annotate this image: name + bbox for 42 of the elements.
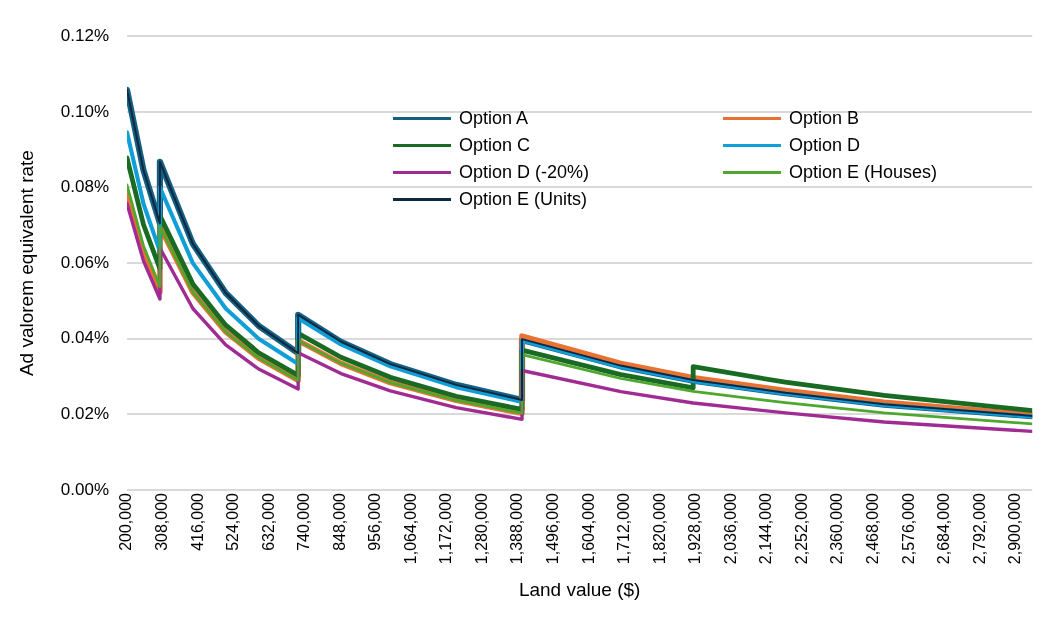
x-tick-label: 848,000	[330, 492, 348, 551]
legend-label: Option C	[459, 135, 531, 156]
x-tick-label: 1,820,000	[650, 492, 668, 565]
legend-label: Option E (Units)	[459, 189, 588, 210]
x-tick-label: 2,792,000	[970, 492, 988, 565]
x-tick-label: 1,064,000	[401, 492, 419, 565]
x-tick-label: 2,684,000	[935, 492, 953, 565]
x-tick-label: 2,144,000	[757, 492, 775, 565]
y-tick-label: 0.10%	[60, 101, 109, 121]
x-tick-label: 740,000	[295, 492, 313, 551]
legend-label: Option A	[459, 108, 529, 129]
x-tick-label: 1,928,000	[686, 492, 704, 565]
x-tick-label: 632,000	[259, 492, 277, 551]
x-tick-label: 1,496,000	[544, 492, 562, 565]
y-tick-label: 0.02%	[60, 404, 109, 424]
x-tick-label: 2,900,000	[1006, 492, 1024, 565]
x-tick-label: 2,360,000	[828, 492, 846, 565]
x-tick-label: 956,000	[366, 492, 384, 551]
x-axis-title: Land value ($)	[518, 578, 641, 600]
y-tick-label: 0.06%	[60, 252, 109, 272]
x-tick-label: 1,604,000	[579, 492, 597, 565]
legend-label: Option B	[789, 108, 860, 129]
y-tick-label: 0.00%	[60, 479, 109, 499]
x-tick-label: 524,000	[224, 492, 242, 551]
x-tick-label: 308,000	[152, 492, 170, 551]
legend-label: Option E (Houses)	[789, 162, 938, 183]
x-tick-label: 416,000	[188, 492, 206, 551]
y-axis-title: Ad valorem equivalent rate	[15, 150, 37, 377]
x-tick-label: 2,576,000	[899, 492, 917, 565]
x-tick-label: 1,712,000	[615, 492, 633, 565]
y-tick-label: 0.12%	[60, 25, 109, 45]
x-tick-label: 1,172,000	[437, 492, 455, 565]
legend-label: Option D	[789, 135, 861, 156]
x-tick-label: 1,388,000	[508, 492, 526, 565]
legend-label: Option D (-20%)	[459, 162, 590, 183]
x-tick-label: 200,000	[117, 492, 135, 551]
x-tick-label: 2,468,000	[863, 492, 881, 565]
y-tick-label: 0.04%	[60, 328, 109, 348]
x-tick-label: 1,280,000	[472, 492, 490, 565]
x-tick-label: 2,252,000	[792, 492, 810, 565]
x-tick-label: 2,036,000	[721, 492, 739, 565]
y-tick-label: 0.08%	[60, 177, 109, 197]
